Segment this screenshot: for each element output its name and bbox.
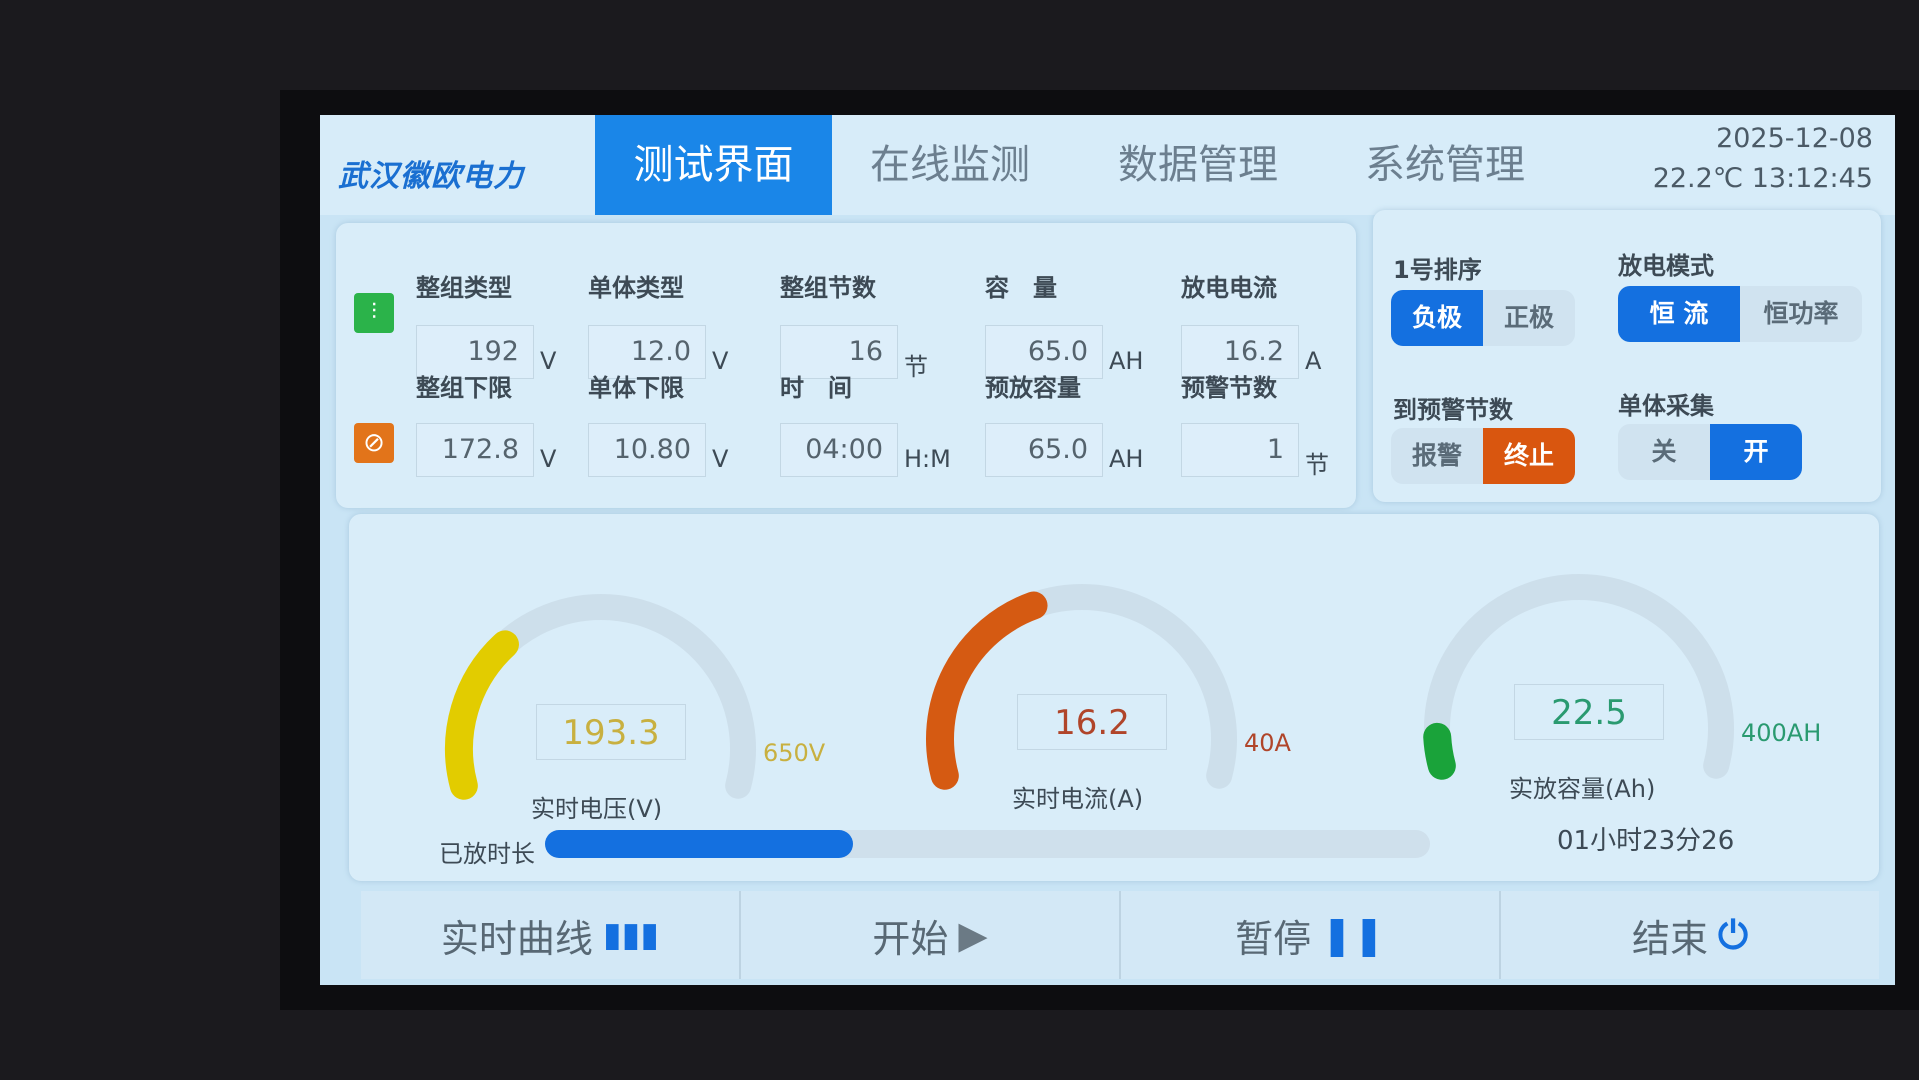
hmi-screen: 武汉徽欧电力 测试界面 在线监测 数据管理 系统管理 2025-12-08 22.… [320, 115, 1895, 985]
bar-chart-icon: ▮▮▮ [602, 915, 660, 955]
limit-prohibit-icon: ⊘ [354, 423, 394, 463]
gauge-value: 22.5 [1514, 684, 1664, 740]
gauge-label: 实时电流(A) [1012, 785, 1144, 813]
param-unit: V [540, 347, 557, 375]
cell-collect-toggle[interactable]: 关 开 [1618, 424, 1802, 480]
pause-button[interactable]: 暂停 ❚❚ [1121, 891, 1501, 979]
param-label: 整组节数 [780, 274, 876, 302]
gauge-fill [926, 591, 1048, 790]
warn-stop-option[interactable]: 终止 [1483, 428, 1575, 484]
temp-time-text: 22.2℃ 13:12:45 [1652, 163, 1873, 194]
header-bar: 武汉徽欧电力 测试界面 在线监测 数据管理 系统管理 2025-12-08 22.… [320, 115, 1895, 215]
param-label: 单体类型 [588, 274, 684, 302]
warn-alarm-option[interactable]: 报警 [1411, 441, 1462, 470]
start-label: 开始 [872, 916, 949, 961]
mode-toggle[interactable]: 恒 流 恒功率 [1618, 286, 1862, 342]
params-panel: ⫶ ⊘ 整组类型 192 V 单体类型 12.0 V 整组节数 16 节 容 量 65… [336, 223, 1356, 508]
elapsed-progress-bar [545, 830, 1430, 858]
company-logo: 武汉徽欧电力 [338, 159, 524, 194]
param-unit: 节 [904, 353, 928, 381]
order-negative-option[interactable]: 负极 [1391, 290, 1483, 346]
tab-data-management[interactable]: 数据管理 [1118, 142, 1278, 188]
gauge-max-label: 650V [763, 739, 826, 767]
gauge-label: 实时电压(V) [531, 795, 663, 823]
param-label: 整组类型 [416, 274, 512, 302]
param-label: 整组下限 [416, 374, 512, 402]
param-input[interactable]: 12.0 [588, 325, 706, 379]
gauge-label: 实放容量(Ah) [1509, 775, 1656, 803]
param-unit: A [1305, 347, 1322, 375]
pause-icon: ❚❚ [1321, 913, 1385, 957]
tab-system-management[interactable]: 系统管理 [1365, 142, 1525, 188]
warn-action-toggle[interactable]: 报警 终止 [1391, 428, 1575, 484]
cell-collect-on-option[interactable]: 开 [1710, 424, 1802, 480]
realtime-curve-label: 实时曲线 [440, 916, 593, 961]
param-unit: V [540, 445, 557, 473]
param-unit: V [712, 445, 729, 473]
gauge-fill [1423, 722, 1456, 780]
param-input[interactable]: 16 [780, 325, 898, 379]
param-input[interactable]: 172.8 [416, 423, 534, 477]
realtime-curve-button[interactable]: 实时曲线 ▮▮▮ [361, 891, 741, 979]
progress-label: 已放时长 [439, 840, 535, 868]
order-label: 1号排序 [1393, 256, 1482, 284]
gauges-graphic [445, 574, 1734, 800]
param-input[interactable]: 65.0 [985, 423, 1103, 477]
start-button[interactable]: 开始 ▶ [741, 891, 1121, 979]
tab-online-monitor[interactable]: 在线监测 [870, 142, 1030, 188]
stop-button[interactable]: 结束 ⏻ [1501, 891, 1879, 979]
param-unit: H:M [904, 445, 951, 473]
power-icon: ⏻ [1717, 912, 1749, 957]
param-label: 容 量 [985, 274, 1057, 302]
param-input[interactable]: 04:00 [780, 423, 898, 477]
param-unit: AH [1109, 347, 1144, 375]
datetime: 2025-12-08 22.2℃ 13:12:45 [1653, 119, 1873, 199]
order-toggle[interactable]: 负极 正极 [1391, 290, 1575, 346]
param-unit: 节 [1305, 451, 1329, 479]
param-label: 预警节数 [1181, 374, 1277, 402]
battery-settings-icon: ⫶ [354, 293, 394, 333]
cell-collect-label: 单体采集 [1618, 392, 1714, 420]
stop-label: 结束 [1631, 916, 1708, 961]
cell-collect-off-option[interactable]: 关 [1651, 437, 1677, 466]
gauge-value: 193.3 [536, 704, 686, 760]
param-unit: V [712, 347, 729, 375]
param-input[interactable]: 10.80 [588, 423, 706, 477]
mode-constant-power-option[interactable]: 恒功率 [1763, 299, 1839, 328]
param-unit: AH [1109, 445, 1144, 473]
elapsed-time: 01小时23分26 [1557, 826, 1735, 856]
gauge-max-label: 400AH [1741, 719, 1822, 747]
param-input[interactable]: 65.0 [985, 325, 1103, 379]
order-positive-option[interactable]: 正极 [1503, 303, 1554, 332]
param-input[interactable]: 1 [1181, 423, 1299, 477]
gauge-fill [445, 630, 519, 800]
param-input[interactable]: 16.2 [1181, 325, 1299, 379]
warn-label: 到预警节数 [1393, 396, 1513, 424]
pause-label: 暂停 [1235, 916, 1312, 961]
gauge-max-label: 40A [1244, 729, 1291, 757]
param-label: 放电电流 [1181, 274, 1277, 302]
param-label: 预放容量 [985, 374, 1081, 402]
gauge-value: 16.2 [1017, 694, 1167, 750]
bottom-toolbar: 实时曲线 ▮▮▮ 开始 ▶ 暂停 ❚❚ 结束 ⏻ [361, 891, 1879, 979]
gauges-panel: 193.3 650V 实时电压(V) 16.2 40A 实时电流(A) 22.5 4… [349, 514, 1879, 881]
gauge-track [1424, 574, 1734, 779]
play-icon: ▶ [958, 913, 988, 957]
param-label: 时 间 [780, 374, 852, 402]
mode-constant-current-option[interactable]: 恒 流 [1618, 286, 1740, 342]
date-text: 2025-12-08 [1716, 123, 1873, 154]
param-input[interactable]: 192 [416, 325, 534, 379]
tab-test[interactable]: 测试界面 [595, 115, 832, 215]
elapsed-progress-fill [545, 830, 853, 858]
param-label: 单体下限 [588, 374, 684, 402]
mode-label: 放电模式 [1618, 252, 1714, 280]
options-panel: 1号排序 负极 正极 放电模式 恒 流 恒功率 到预警节数 报警 终止 单体采集… [1373, 210, 1881, 502]
